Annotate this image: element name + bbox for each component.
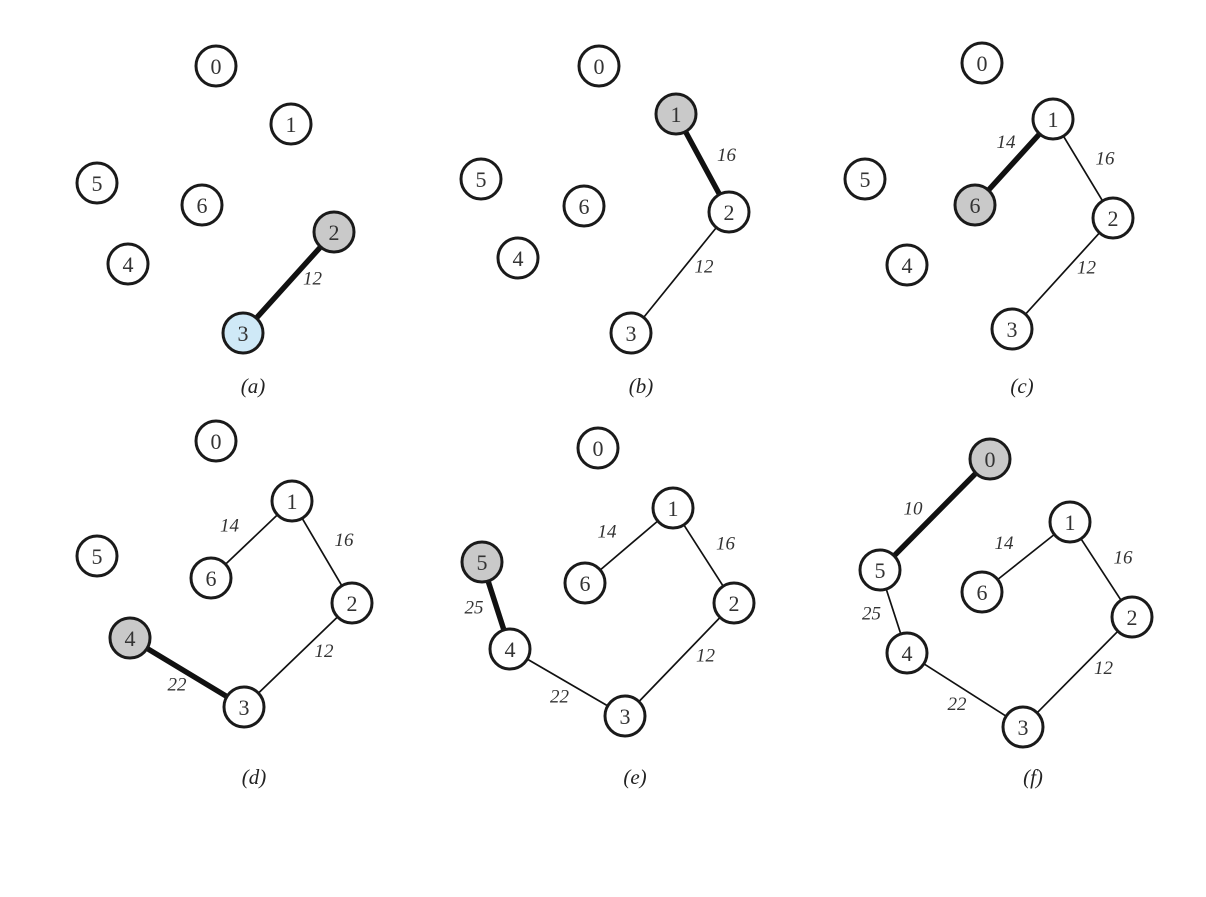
svg-text:12: 12 — [1077, 258, 1097, 279]
svg-text:5: 5 — [92, 171, 103, 196]
svg-text:5: 5 — [92, 544, 103, 569]
svg-text:14: 14 — [997, 132, 1017, 153]
svg-text:6: 6 — [580, 571, 591, 596]
svg-text:2: 2 — [729, 591, 740, 616]
svg-text:2: 2 — [1108, 206, 1119, 231]
svg-text:22: 22 — [168, 675, 188, 696]
svg-text:6: 6 — [579, 194, 590, 219]
svg-text:3: 3 — [238, 321, 249, 346]
svg-text:22: 22 — [948, 694, 968, 715]
svg-text:16: 16 — [1096, 149, 1116, 170]
svg-text:2: 2 — [347, 591, 358, 616]
svg-text:14: 14 — [220, 516, 240, 537]
svg-text:0: 0 — [211, 54, 222, 79]
svg-text:4: 4 — [125, 626, 136, 651]
svg-text:12: 12 — [1094, 658, 1114, 679]
svg-text:5: 5 — [477, 550, 488, 575]
svg-text:0: 0 — [593, 436, 604, 461]
svg-text:4: 4 — [123, 252, 134, 277]
svg-text:1: 1 — [287, 489, 298, 514]
svg-text:10: 10 — [904, 499, 924, 520]
svg-text:12: 12 — [315, 641, 335, 662]
svg-text:12: 12 — [696, 646, 716, 667]
svg-text:3: 3 — [620, 704, 631, 729]
svg-text:1: 1 — [1048, 107, 1059, 132]
svg-text:3: 3 — [1007, 317, 1018, 342]
svg-text:6: 6 — [977, 580, 988, 605]
svg-text:3: 3 — [239, 695, 250, 720]
svg-text:1: 1 — [671, 102, 682, 127]
svg-text:0: 0 — [985, 447, 996, 472]
svg-text:6: 6 — [206, 566, 217, 591]
svg-text:4: 4 — [902, 641, 913, 666]
svg-text:0: 0 — [211, 429, 222, 454]
svg-text:3: 3 — [1018, 715, 1029, 740]
svg-text:16: 16 — [1114, 548, 1134, 569]
svg-text:2: 2 — [724, 200, 735, 225]
svg-text:0: 0 — [594, 54, 605, 79]
svg-text:22: 22 — [550, 687, 570, 708]
svg-text:14: 14 — [598, 522, 618, 543]
svg-text:12: 12 — [303, 269, 323, 290]
svg-text:4: 4 — [902, 253, 913, 278]
svg-text:1: 1 — [668, 496, 679, 521]
svg-text:5: 5 — [476, 167, 487, 192]
svg-text:25: 25 — [465, 598, 484, 619]
svg-text:16: 16 — [716, 534, 736, 555]
svg-text:16: 16 — [335, 530, 355, 551]
svg-text:14: 14 — [995, 533, 1015, 554]
svg-text:3: 3 — [626, 321, 637, 346]
svg-text:2: 2 — [1127, 605, 1138, 630]
svg-text:4: 4 — [513, 246, 524, 271]
svg-text:0: 0 — [977, 51, 988, 76]
svg-text:4: 4 — [505, 637, 516, 662]
svg-text:5: 5 — [875, 558, 886, 583]
svg-text:16: 16 — [717, 145, 737, 166]
svg-text:6: 6 — [197, 193, 208, 218]
svg-text:2: 2 — [329, 220, 340, 245]
svg-text:1: 1 — [1065, 510, 1076, 535]
svg-text:5: 5 — [860, 167, 871, 192]
svg-text:12: 12 — [695, 257, 715, 278]
svg-text:25: 25 — [862, 604, 881, 625]
svg-text:6: 6 — [970, 193, 981, 218]
svg-text:1: 1 — [286, 112, 297, 137]
